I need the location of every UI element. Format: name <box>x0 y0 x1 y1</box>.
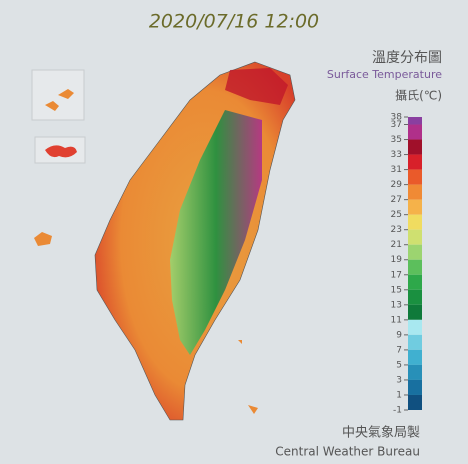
colorbar-segment <box>408 394 422 410</box>
colorbar-label: 21 <box>391 240 402 250</box>
colorbar-label: 9 <box>396 330 402 340</box>
colorbar-label: 37 <box>391 120 402 130</box>
colorbar-label: 38 <box>391 113 403 123</box>
mountains <box>170 110 262 355</box>
colorbar-segment <box>408 214 422 230</box>
colorbar-segment <box>408 124 422 140</box>
colorbar-label: 1 <box>396 390 402 400</box>
colorbar-label: 33 <box>391 150 402 160</box>
colorbar-label: 17 <box>391 270 402 280</box>
colorbar-label: 23 <box>391 225 402 235</box>
north-heat <box>225 68 288 105</box>
colorbar-segment <box>408 199 422 215</box>
colorbar-segment <box>408 139 422 155</box>
colorbar-label: 19 <box>391 255 403 265</box>
colorbar-label: 13 <box>391 300 402 310</box>
agency-en: Central Weather Bureau <box>275 445 420 459</box>
colorbar-segment <box>408 117 422 125</box>
colorbar-label: 27 <box>391 195 402 205</box>
colorbar-label: 11 <box>391 315 402 325</box>
colorbar-segment <box>408 379 422 395</box>
colorbar-segment <box>408 244 422 260</box>
colorbar-segment <box>408 274 422 290</box>
colorbar-segment <box>408 349 422 365</box>
colorbar-segment <box>408 334 422 350</box>
agency: 中央氣象局製 <box>342 426 420 441</box>
colorbar-label: 31 <box>391 165 402 175</box>
legend-unit: 攝氏(℃) <box>395 88 442 103</box>
colorbar-segment <box>408 184 422 200</box>
colorbar-label: 15 <box>391 285 402 295</box>
islands <box>31 69 258 414</box>
colorbar-segment <box>408 304 422 320</box>
colorbar-segment <box>408 169 422 185</box>
colorbar-label: 3 <box>396 375 402 385</box>
colorbar-segment <box>408 259 422 275</box>
date-title: 2020/07/16 12:00 <box>149 11 319 33</box>
colorbar-label: 29 <box>391 180 403 190</box>
colorbar-segment <box>408 364 422 380</box>
colorbar-label: 35 <box>391 135 402 145</box>
colorbar-segment <box>408 289 422 305</box>
colorbar-label: -1 <box>393 406 402 416</box>
colorbar-segment <box>408 229 422 245</box>
colorbar-label: 7 <box>396 345 402 355</box>
legend-subtitle: Surface Temperature <box>327 68 442 81</box>
colorbar-segment <box>408 154 422 170</box>
legend-title: 溫度分布圖 <box>372 50 442 66</box>
colorbar-label: 25 <box>391 210 402 220</box>
colorbar-label: 5 <box>396 360 402 370</box>
colorbar-segment <box>408 319 422 335</box>
